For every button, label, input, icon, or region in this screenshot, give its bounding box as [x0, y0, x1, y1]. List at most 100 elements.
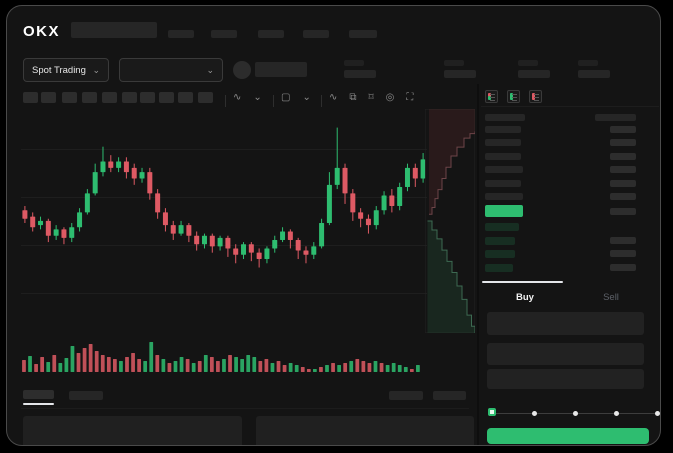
- slider-stop[interactable]: [572, 410, 578, 416]
- last-price-row[interactable]: [485, 205, 655, 219]
- timeframe-button[interactable]: [122, 92, 137, 103]
- book-price-header-placeholder: [485, 114, 525, 121]
- bid-row[interactable]: [485, 250, 655, 262]
- tab-buy[interactable]: Buy: [516, 292, 534, 303]
- orders-table-placeholder: [23, 416, 242, 445]
- app-window: OKX Spot Trading ⌄ ⌄ Buy Sell ∿ ⌄ ▢ ⌄ ∿ ⧉ ⌑ ◎: [6, 5, 661, 446]
- orders-table-placeholder: [256, 416, 474, 445]
- slider-stop[interactable]: [613, 410, 619, 416]
- indicator-icon[interactable]: ∿: [329, 92, 338, 103]
- timeframe-button[interactable]: [198, 92, 213, 103]
- bid-amount-placeholder: [610, 236, 636, 244]
- bid-row[interactable]: [485, 263, 655, 276]
- ask-price-placeholder: [485, 193, 523, 200]
- market-type-selector[interactable]: Spot Trading ⌄: [23, 58, 109, 82]
- timeframe-button[interactable]: [178, 92, 193, 103]
- ask-row[interactable]: [485, 179, 655, 192]
- chevron-down-icon: ⌄: [206, 64, 214, 75]
- nav-item-placeholder[interactable]: [349, 30, 377, 38]
- ask-price-placeholder: [485, 126, 521, 133]
- camera-icon[interactable]: ⌑: [368, 92, 374, 103]
- gridline: [21, 149, 427, 150]
- okx-logo[interactable]: OKX: [23, 23, 61, 40]
- settings-icon[interactable]: ◎: [385, 92, 395, 103]
- divider: [481, 106, 659, 107]
- nav-item-placeholder[interactable]: [168, 30, 194, 38]
- orders-tab-active[interactable]: [23, 390, 54, 399]
- coin-icon: [233, 61, 251, 79]
- total-input-placeholder[interactable]: [487, 369, 644, 389]
- slider-handle[interactable]: [488, 408, 496, 416]
- timeframe-button[interactable]: [102, 92, 117, 103]
- ask-row[interactable]: [485, 126, 655, 138]
- ask-price-placeholder: [485, 152, 521, 160]
- pair-select[interactable]: ⌄: [119, 58, 223, 82]
- nav-item-placeholder[interactable]: [303, 30, 329, 38]
- bid-row[interactable]: [485, 236, 655, 249]
- slider-stop[interactable]: [531, 410, 537, 416]
- toolbar-icon-group: ∿ ⌄: [233, 92, 262, 103]
- pair-name-placeholder: [255, 62, 307, 77]
- fullscreen-icon[interactable]: ⛶: [406, 92, 414, 103]
- book-asks-icon[interactable]: [529, 90, 542, 103]
- ask-amount-placeholder: [610, 179, 636, 187]
- ask-row[interactable]: [485, 193, 655, 205]
- candle-style-icon[interactable]: ∿: [233, 92, 242, 103]
- toolbar-separator: [273, 95, 274, 107]
- book-all-icon[interactable]: [485, 90, 498, 103]
- timeframe-button[interactable]: [140, 92, 155, 103]
- ask-price-placeholder: [485, 139, 521, 147]
- search-bar-placeholder[interactable]: [71, 22, 157, 38]
- interval-icon[interactable]: ▢: [281, 92, 291, 103]
- timeframe-button[interactable]: [23, 92, 38, 103]
- ask-row[interactable]: [485, 152, 655, 165]
- timeframe-button[interactable]: [82, 92, 97, 103]
- ask-price-placeholder: [485, 166, 523, 174]
- chevron-down-icon: ⌄: [92, 64, 100, 75]
- nav-item-placeholder[interactable]: [258, 30, 284, 38]
- nav-item-placeholder[interactable]: [211, 30, 237, 38]
- toolbar-separator: [321, 95, 322, 107]
- bid-amount-placeholder: [610, 263, 636, 271]
- compare-icon[interactable]: ⧉: [349, 92, 357, 103]
- timeframe-button[interactable]: [41, 92, 56, 103]
- buy-submit-button[interactable]: [487, 428, 649, 444]
- orders-action-placeholder[interactable]: [433, 391, 466, 400]
- ask-amount-placeholder: [610, 152, 636, 160]
- bid-row[interactable]: [485, 223, 655, 235]
- price-input-placeholder[interactable]: [487, 312, 644, 335]
- stat-value-placeholder: [518, 70, 550, 78]
- depth-overlay: [425, 109, 475, 333]
- ask-amount-placeholder: [610, 126, 636, 133]
- bid-price-placeholder: [485, 223, 519, 231]
- last-price-amount-placeholder: [610, 208, 636, 215]
- toolbar-icon-group: ∿ ⧉ ⌑ ◎ ⛶: [329, 92, 413, 103]
- ask-row[interactable]: [485, 139, 655, 151]
- chevron-down-icon[interactable]: ⌄: [302, 92, 311, 103]
- book-amount-header-placeholder: [595, 114, 636, 121]
- panel-divider: [477, 84, 479, 445]
- stat-label-placeholder: [444, 60, 464, 66]
- stat-value-placeholder: [444, 70, 476, 78]
- ask-row[interactable]: [485, 166, 655, 178]
- stat-label-placeholder: [518, 60, 538, 66]
- slider-stop[interactable]: [654, 410, 660, 416]
- ask-price-placeholder: [485, 179, 521, 187]
- bid-price-placeholder: [485, 236, 515, 245]
- bid-price-placeholder: [485, 263, 513, 272]
- book-bids-icon[interactable]: [507, 90, 520, 103]
- amount-input-placeholder[interactable]: [487, 343, 644, 365]
- timeframe-button[interactable]: [159, 92, 174, 103]
- gridline: [21, 293, 427, 294]
- active-tab-underline: [23, 403, 54, 405]
- ask-amount-placeholder: [610, 193, 636, 200]
- timeframe-button[interactable]: [62, 92, 77, 103]
- orders-tab[interactable]: [69, 391, 103, 400]
- orders-action-placeholder[interactable]: [389, 391, 423, 400]
- tab-sell[interactable]: Sell: [603, 292, 619, 303]
- bid-amount-placeholder: [610, 250, 636, 258]
- bid-price-placeholder: [485, 250, 515, 259]
- chevron-down-icon[interactable]: ⌄: [253, 92, 262, 103]
- stat-value-placeholder: [344, 70, 376, 78]
- market-type-label: Spot Trading: [32, 64, 86, 76]
